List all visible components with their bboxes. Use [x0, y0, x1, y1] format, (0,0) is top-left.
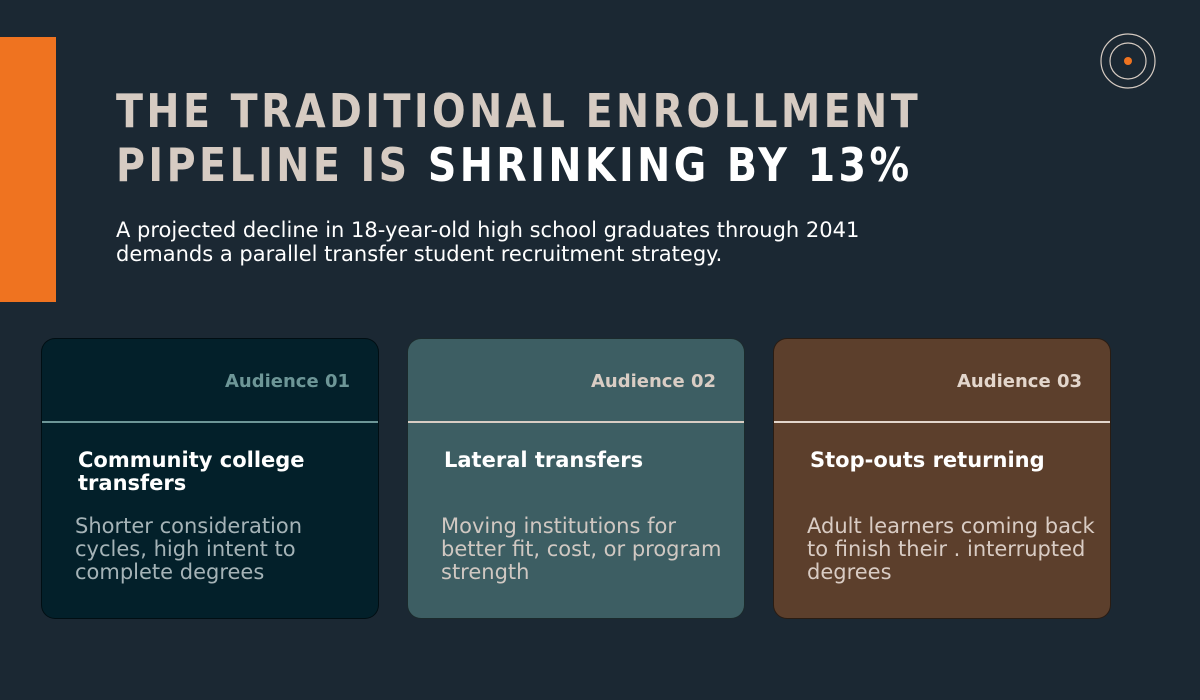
- audience-description: Adult learners coming back to finish the…: [807, 514, 1095, 584]
- audience-card-3: Audience 03 Stop-outs returning Adult le…: [773, 338, 1111, 619]
- audience-tag: Audience 03: [956, 371, 1082, 392]
- accent-bar: [0, 37, 56, 302]
- audience-description: Moving institutions for better fit, cost…: [441, 514, 722, 584]
- page-title: THE TRADITIONAL ENROLLMENT PIPELINE IS S…: [116, 84, 976, 192]
- audience-card-2: Audience 02 Lateral transfers Moving ins…: [407, 338, 745, 619]
- audience-heading: Community college transfers: [78, 448, 305, 495]
- card-divider: [42, 421, 378, 423]
- audience-description: Shorter consideration cycles, high inten…: [75, 514, 303, 584]
- card-divider: [408, 421, 744, 423]
- audience-tag: Audience 01: [224, 371, 350, 392]
- target-icon: [1100, 33, 1156, 89]
- page-subtitle: A projected decline in 18-year-old high …: [116, 218, 860, 266]
- title-highlight: SHRINKING BY 13%: [427, 138, 913, 192]
- audience-tag: Audience 02: [590, 371, 716, 392]
- audience-heading: Stop-outs returning: [810, 448, 1045, 472]
- title-text: THE TRADITIONAL ENROLLMENT PIPELINE IS: [116, 84, 922, 192]
- card-divider: [774, 421, 1110, 423]
- audience-heading: Lateral transfers: [444, 448, 644, 472]
- audience-card-1: Audience 01 Community college transfers …: [41, 338, 379, 619]
